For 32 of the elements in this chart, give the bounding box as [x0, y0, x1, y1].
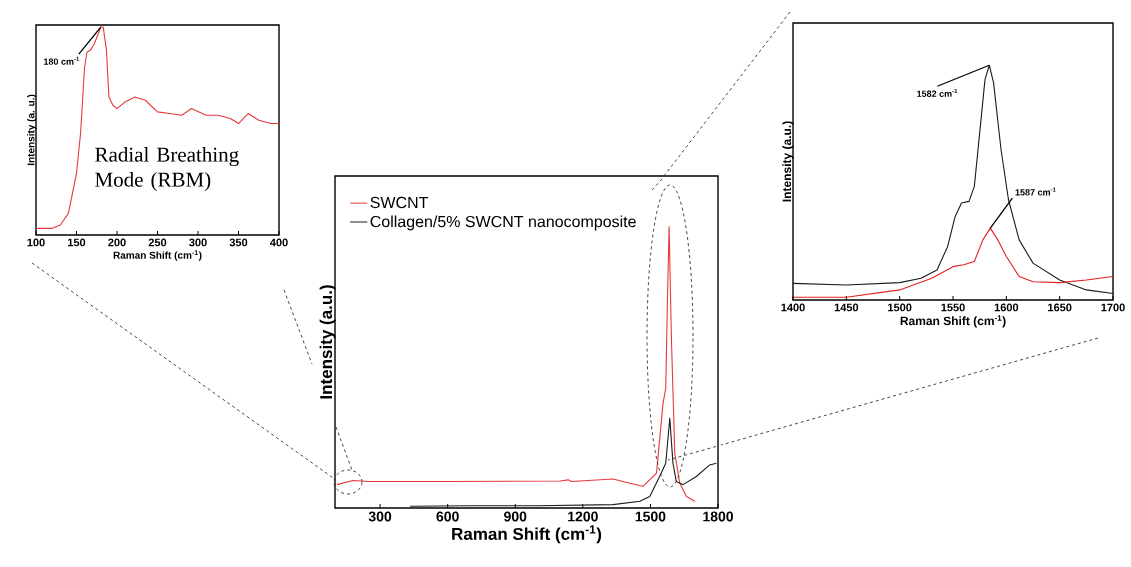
legend-label: Collagen/5% SWCNT nanocomposite [370, 215, 636, 231]
x-axis-title: Raman Shift (cm$^{-1}$) [900, 315, 1006, 328]
y-axis-title: Intensity (a. u.) [27, 94, 37, 166]
x-tick-label: 350 [229, 238, 248, 247]
x-tick-label: 1550 [941, 303, 965, 312]
annotation: 180 cm$^{-1}$ [44, 56, 80, 65]
x-tick-label: 400 [270, 238, 288, 247]
x-tick-label: 1600 [994, 303, 1019, 312]
x-tick-label: 1400 [781, 303, 805, 312]
x-tick-label: 100 [27, 238, 45, 247]
y-axis-title: Intensity (a.u.) [319, 285, 336, 399]
x-tick-label: 1650 [1048, 303, 1072, 312]
annotation: 1582 cm$^{-1}$ [917, 88, 958, 97]
x-tick-label: 1450 [834, 303, 859, 312]
x-axis-title: Raman Shift (cm$^{-1}$) [452, 525, 602, 544]
x-tick-label: 250 [148, 238, 167, 247]
x-tick-label: 1500 [888, 303, 912, 312]
x-tick-label: 900 [504, 511, 527, 522]
x-tick-label: 200 [108, 238, 126, 247]
y-axis-title: Intensity (a.u.) [782, 121, 794, 202]
annotation: Radial Breathing Mode (RBM) [95, 146, 239, 192]
x-axis-title: Raman Shift (cm$^{-1}$) [113, 250, 202, 261]
x-tick-label: 150 [68, 238, 86, 247]
x-tick-label: 300 [368, 511, 392, 522]
x-tick-label: 1500 [635, 511, 666, 522]
x-tick-label: 1700 [1101, 303, 1125, 312]
x-tick-label: 1800 [703, 511, 733, 522]
annotation: 1587 cm$^{-1}$ [1015, 187, 1056, 196]
x-tick-label: 300 [189, 238, 207, 247]
x-tick-label: 600 [436, 511, 459, 522]
legend-label: SWCNT [370, 196, 429, 209]
x-tick-label: 1200 [568, 511, 598, 522]
